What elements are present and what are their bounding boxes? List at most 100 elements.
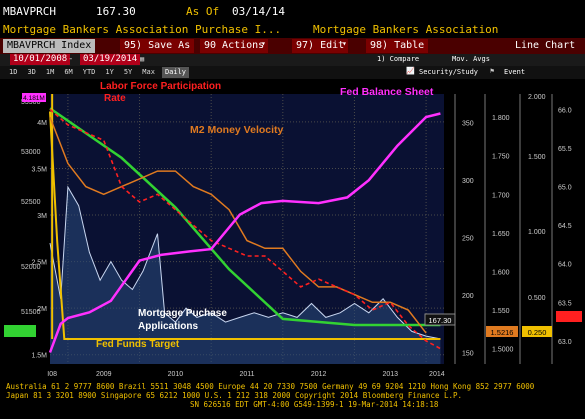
velocity-axis-tick: 1.800: [492, 115, 510, 122]
velocity-axis-tick: 1.550: [492, 308, 510, 315]
start-date-field[interactable]: 10/01/2008: [10, 54, 71, 65]
footer-contacts-1: Australia 61 2 9777 8600 Brazil 5511 304…: [6, 382, 535, 391]
labor-axis-tick: 64.0: [558, 262, 572, 269]
purchase-axis-tick: 1.5M: [31, 353, 47, 360]
subtitle-bar: Mortgage Bankers Association Purchase I.…: [0, 22, 585, 38]
compare-checkbox[interactable]: 1) Compare: [377, 55, 420, 63]
annotation-fed-funds: Fed Funds Target: [96, 339, 180, 350]
ticker-price: 167.30: [96, 5, 136, 18]
x-axis-tick: 2012: [311, 371, 327, 378]
period-tab-3d[interactable]: 3D: [27, 68, 36, 76]
annotation-labor-force-2: Rate: [104, 93, 126, 104]
toolbar: MBAVPRCH Index 95) Save As 90 Actions ▾ …: [0, 38, 585, 54]
ticker-bar: MBAVPRCH 167.30 As Of 03/14/14: [0, 0, 585, 22]
velocity-axis-tick: 1.750: [492, 154, 510, 161]
annotation-labor-force-1: Labor Force Participation: [100, 81, 221, 92]
period-tab-ytd[interactable]: YTD: [82, 68, 96, 76]
period-tab-max[interactable]: Max: [142, 68, 155, 76]
fed-balance-axis-tick: 350: [462, 121, 474, 128]
chart-panel: 53500 53000 52500 52000 51500 4M 3.5M 3M 2.5M 2M 1…: [0, 79, 585, 379]
velocity-value-tag-label: 1.5216: [491, 328, 514, 337]
view-type-label[interactable]: Line Chart: [515, 40, 576, 51]
x-axis-tick: 2009: [96, 371, 112, 378]
period-tab-1y[interactable]: 1Y: [105, 68, 114, 76]
annotation-mortgage-2: Applications: [138, 321, 198, 332]
velocity-axis-tick: 1.700: [492, 192, 510, 199]
velocity-axis-tick: 1.650: [492, 231, 510, 238]
x-axis-tick: 2014: [429, 371, 445, 378]
period-tab-5y[interactable]: 5Y: [123, 68, 133, 76]
end-date-field[interactable]: 03/19/2014: [80, 54, 141, 65]
annotation-mortgage-1: Mortgage Puchase: [138, 308, 227, 319]
purchase-axis-tick: 3M: [37, 213, 47, 220]
mortgage-purchase-line: [49, 185, 441, 340]
purchase-axis-tick: 3.5M: [31, 166, 47, 173]
purchase-axis-tick: 2.5M: [31, 260, 47, 267]
purchase-value-tag-label: 167.30: [429, 316, 452, 325]
issuer-name: Mortgage Bankers Association: [313, 23, 499, 36]
save-as-button[interactable]: 95) Save As: [120, 39, 195, 53]
index-field[interactable]: MBAVPRCH Index: [3, 39, 96, 53]
purchase-axis-tick: 4M: [37, 120, 47, 127]
as-of-label: As Of: [186, 5, 220, 18]
series-layer: [48, 94, 441, 364]
left-value-tag-label: 51.1: [12, 327, 28, 336]
footer-contacts-2: Japan 81 3 3201 8900 Singapore 65 6212 1…: [6, 391, 463, 400]
fed-funds-line: [49, 111, 441, 340]
velocity-axis-tick: 1.600: [492, 269, 510, 276]
labor-axis-tick: 63.5: [558, 300, 572, 307]
x-axis-tick: I08: [47, 371, 57, 378]
period-tab-daily[interactable]: Daily: [161, 67, 190, 78]
event-button[interactable]: Event: [504, 68, 526, 76]
date-range-bar: 10/01/2008 - 03/19/2014 ▦ 1) Compare Mov…: [0, 54, 585, 66]
period-tab-6m[interactable]: 6M: [64, 68, 73, 76]
fed-funds-axis-tick: 0.500: [528, 295, 546, 302]
velocity-value-tag: [486, 326, 518, 337]
ticker-symbol: MBAVPRCH: [3, 5, 56, 18]
m2-velocity-line: [49, 116, 427, 334]
purchase-axis-tick: 2M: [37, 306, 47, 313]
labor-value-tag: [556, 311, 582, 322]
calendar-icon[interactable]: ▦: [140, 55, 145, 63]
fed-funds-axis-tick: 1.000: [528, 229, 546, 236]
green-series-line: [49, 107, 441, 327]
fed-funds-value-tag: [522, 326, 552, 337]
period-tabs-bar: 1D 3D 1M 6M YTD 1Y 5Y Max Daily 📈 Security/Study…: [0, 66, 585, 79]
left-value-tag: [4, 325, 36, 337]
labor-axis-tick: 65.5: [558, 146, 572, 153]
x-axis-tick: 2013: [382, 371, 398, 378]
labor-axis-tick: 66.0: [558, 107, 572, 114]
left-axis-tick: 53000: [21, 149, 41, 156]
period-tabs: 1D 3D 1M 6M YTD 1Y 5Y Max Daily: [6, 67, 190, 78]
actions-button[interactable]: 90 Actions: [200, 39, 269, 53]
x-axis-tick: 2011: [239, 371, 254, 378]
security-description: Mortgage Bankers Association Purchase I.…: [3, 23, 282, 36]
left-axis-tick: 52500: [21, 199, 41, 206]
security-study-icon[interactable]: 📈: [406, 67, 415, 75]
period-tab-1d[interactable]: 1D: [9, 68, 18, 76]
fed-funds-value-tag-label: 0.250: [528, 328, 547, 337]
fed-balance-line: [48, 112, 441, 353]
labor-axis-tick: 63.0: [558, 339, 572, 346]
actions-dropdown-icon[interactable]: ▾: [261, 39, 266, 48]
velocity-axis-tick: 1.5000: [492, 347, 514, 354]
left-axis-tick: 53500: [21, 99, 41, 106]
edit-dropdown-icon[interactable]: ▾: [342, 39, 347, 48]
edit-button[interactable]: 97) Edit: [292, 39, 349, 53]
purchase-value-tag: [424, 313, 456, 326]
as-of-date: 03/14/14: [232, 5, 285, 18]
footer-timestamp: SN 626516 EDT GMT-4:00 G549-1399-1 19-Ma…: [190, 400, 439, 409]
x-axis-tick: 2010: [168, 371, 184, 378]
left-axis-tick: 52000: [21, 264, 41, 271]
table-button[interactable]: 98) Table: [366, 39, 429, 53]
security-study-button[interactable]: Security/Study: [419, 68, 479, 76]
labor-axis-tick: 64.5: [558, 223, 572, 230]
footer: Australia 61 2 9777 8600 Brazil 5511 304…: [0, 379, 585, 419]
annotation-fed-balance: Fed Balance Sheet: [340, 86, 434, 98]
left-axis-tick: 51500: [21, 309, 41, 316]
event-icon[interactable]: ⚑: [490, 67, 495, 75]
period-tab-1m[interactable]: 1M: [45, 68, 55, 76]
chart-svg[interactable]: 53500 53000 52500 52000 51500 4M 3.5M 3M 2.5M 2M 1…: [0, 79, 585, 379]
mov-avgs-button[interactable]: Mov. Avgs: [452, 55, 490, 63]
